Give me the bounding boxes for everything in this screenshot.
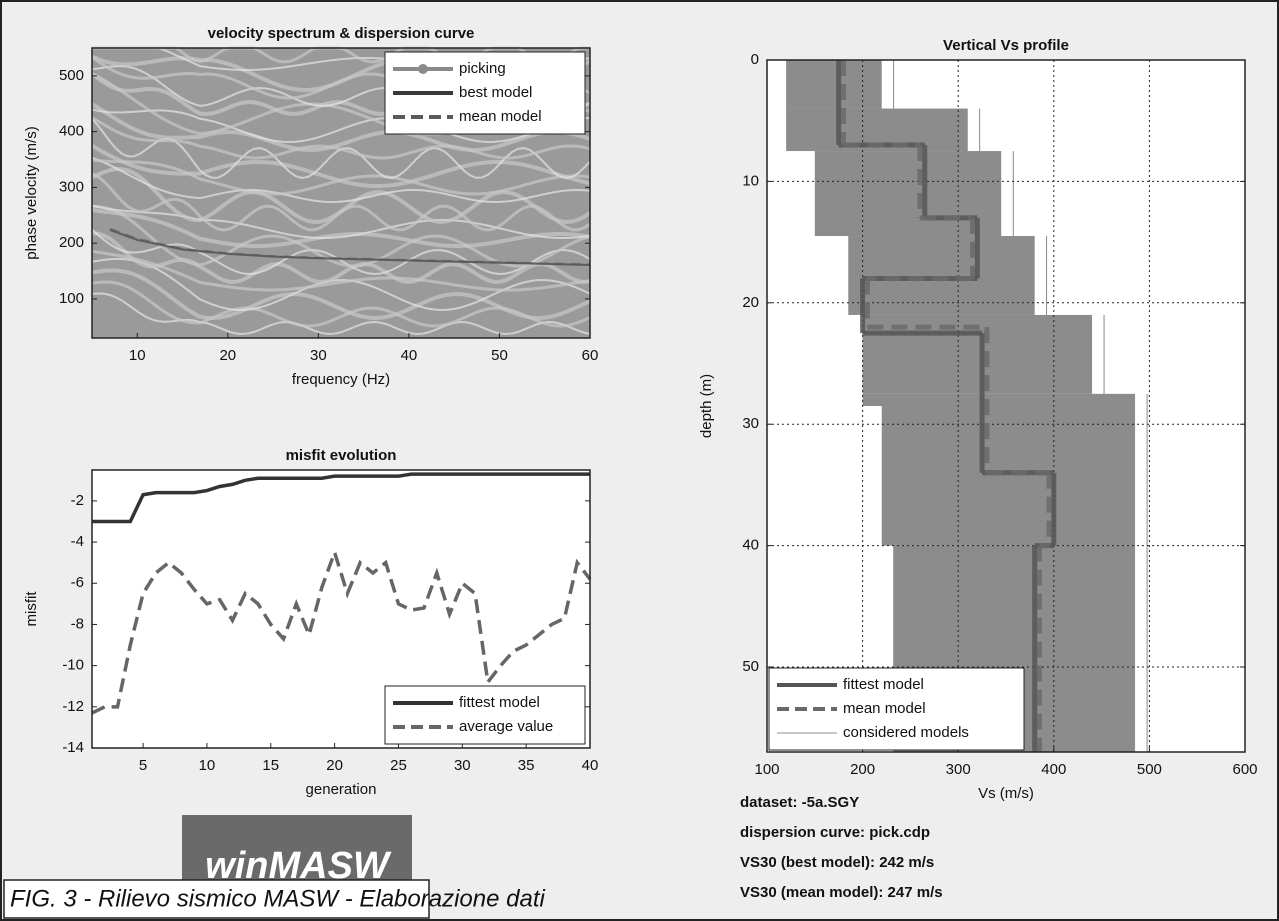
y-tick-label: 30 (742, 415, 759, 432)
spectrum-band (91, 167, 592, 224)
spectrum-band (91, 108, 591, 143)
spectrum-band (91, 205, 591, 268)
y-tick-label: -14 (62, 739, 84, 756)
info-line: dataset: -5a.SGY (740, 794, 859, 811)
plot-frame (766, 59, 1246, 753)
x-tick-label: 10 (199, 757, 216, 774)
spectrum-band (91, 156, 591, 204)
y-tick-label: 20 (742, 294, 759, 311)
legend-box (384, 685, 586, 745)
y-tick-label: 200 (59, 234, 84, 251)
y-axis-label: misfit (23, 591, 40, 627)
x-tick-label: 50 (491, 347, 508, 364)
chart-title: velocity spectrum & dispersion curve (208, 25, 475, 42)
legend-box (768, 667, 1025, 751)
legend-label: fittest model (843, 676, 924, 693)
spectrum-band (91, 231, 591, 285)
spectrum-band (91, 208, 591, 249)
x-axis-label: generation (306, 781, 377, 798)
spectrum-band (91, 257, 591, 311)
legend-label: mean model (459, 108, 542, 125)
x-tick-label: 40 (401, 347, 418, 364)
chart-title: Vertical Vs profile (943, 37, 1069, 54)
y-tick-label: 300 (59, 178, 84, 195)
x-tick-label: 15 (262, 757, 279, 774)
info-line: VS30 (mean model): 247 m/s (740, 884, 943, 901)
x-tick-label: 200 (850, 761, 875, 778)
y-tick-label: 10 (742, 172, 759, 189)
x-tick-label: 35 (518, 757, 535, 774)
caption-box (3, 879, 430, 919)
x-tick-label: 30 (310, 347, 327, 364)
y-tick-label: -12 (62, 698, 84, 715)
caption: FIG. 3 - Rilievo sismico MASW - Elaboraz… (10, 885, 545, 912)
model-envelope (862, 393, 1136, 406)
info-line: VS30 (best model): 242 m/s (740, 854, 934, 871)
y-tick-label: 50 (742, 658, 759, 675)
spectrum-band (91, 249, 591, 292)
model-envelope (786, 60, 882, 109)
model-envelope (881, 406, 1136, 546)
x-tick-label: 400 (1041, 761, 1066, 778)
spectrum-band (91, 292, 591, 336)
x-tick-label: 40 (582, 757, 599, 774)
y-tick-label: -6 (71, 574, 84, 591)
series-line (91, 546, 592, 715)
legend-label: average value (459, 718, 553, 735)
x-tick-label: 20 (326, 757, 343, 774)
y-tick-label: 400 (59, 123, 84, 140)
y-tick-label: -4 (71, 533, 84, 550)
model-envelope (848, 236, 1035, 315)
legend-label: picking (459, 60, 506, 77)
x-axis-label: Vs (m/s) (978, 785, 1034, 802)
plot-frame (91, 469, 591, 749)
x-tick-label: 60 (582, 347, 599, 364)
spectrum-band (91, 204, 591, 239)
legend-label: fittest model (459, 694, 540, 711)
spectrum-band (91, 228, 591, 275)
legend-label: considered models (843, 724, 969, 741)
spectrum-band (91, 268, 591, 321)
x-tick-label: 25 (390, 757, 407, 774)
y-tick-label: 100 (59, 290, 84, 307)
y-tick-label: 40 (742, 537, 759, 554)
x-tick-label: 10 (129, 347, 146, 364)
spectrum-band (90, 143, 591, 188)
x-tick-label: 30 (454, 757, 471, 774)
x-axis-label: frequency (Hz) (292, 371, 390, 388)
x-tick-label: 600 (1232, 761, 1257, 778)
spectrum-band (90, 102, 591, 152)
series-line (92, 472, 590, 524)
x-tick-label: 20 (219, 347, 236, 364)
y-axis-label: phase velocity (m/s) (23, 126, 40, 259)
y-tick-label: -8 (71, 615, 84, 632)
legend-label: best model (459, 84, 532, 101)
x-tick-label: 100 (754, 761, 779, 778)
legend-marker (418, 64, 428, 74)
y-tick-label: 0 (751, 51, 759, 68)
x-tick-label: 5 (139, 757, 147, 774)
y-tick-label: -10 (62, 657, 84, 674)
y-tick-label: -2 (71, 492, 84, 509)
series-line (109, 227, 591, 266)
chart-title: misfit evolution (286, 447, 397, 464)
x-tick-label: 300 (946, 761, 971, 778)
plot-frame (91, 47, 591, 339)
legend-label: mean model (843, 700, 926, 717)
y-tick-label: 500 (59, 67, 84, 84)
x-tick-label: 500 (1137, 761, 1162, 778)
spectrum-band (91, 116, 591, 160)
y-axis-label: depth (m) (698, 374, 715, 438)
info-line: dispersion curve: pick.cdp (740, 824, 930, 841)
